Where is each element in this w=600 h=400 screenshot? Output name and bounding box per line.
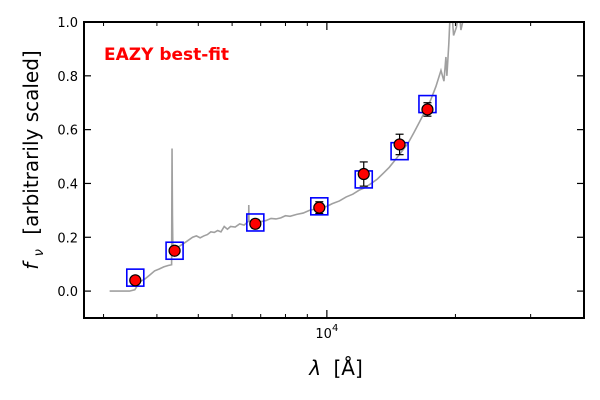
x-axis-unit: [Å] — [333, 356, 362, 380]
y-tick-label: 0.0 — [57, 285, 78, 300]
model-photometry-square — [309, 197, 329, 216]
y-axis-subscript: ν — [32, 249, 47, 256]
y-axis-ticks: 0.0 0.2 0.4 0.6 0.8 1.0 — [57, 16, 584, 300]
y-tick-label: 0.6 — [57, 124, 78, 139]
x-tick-label: 104 — [315, 323, 338, 342]
model-photometry-layer — [125, 94, 437, 287]
observed-photometry-layer — [129, 103, 434, 287]
y-tick-label: 0.2 — [57, 231, 78, 246]
x-tick-label-exponent: 4 — [332, 323, 338, 334]
observed-point — [393, 138, 406, 151]
y-tick-label: 0.8 — [57, 70, 78, 85]
x-axis-symbol: λ — [308, 356, 321, 380]
y-tick-label: 1.0 — [57, 16, 78, 31]
plot-frame — [83, 21, 585, 319]
x-axis-title: λ [Å] — [308, 356, 363, 380]
model-photometry-square — [165, 241, 184, 261]
x-axis-ticks: 104 — [103, 22, 532, 342]
observed-point — [168, 244, 181, 257]
y-axis-symbol: f — [19, 260, 43, 270]
observed-point — [357, 167, 370, 181]
y-axis-title: f ν [arbitrarily scaled] — [19, 50, 48, 269]
observed-point — [313, 201, 326, 214]
y-axis-text: [arbitrarily scaled] — [19, 50, 43, 234]
observed-point — [249, 217, 262, 230]
model-photometry-square — [246, 213, 265, 232]
x-tick-label-base: 10 — [315, 327, 332, 342]
y-tick-label: 0.4 — [57, 177, 78, 192]
observed-point — [421, 103, 434, 116]
eazy-annotation: EAZY best-fit — [104, 45, 229, 65]
observed-point — [129, 274, 142, 287]
